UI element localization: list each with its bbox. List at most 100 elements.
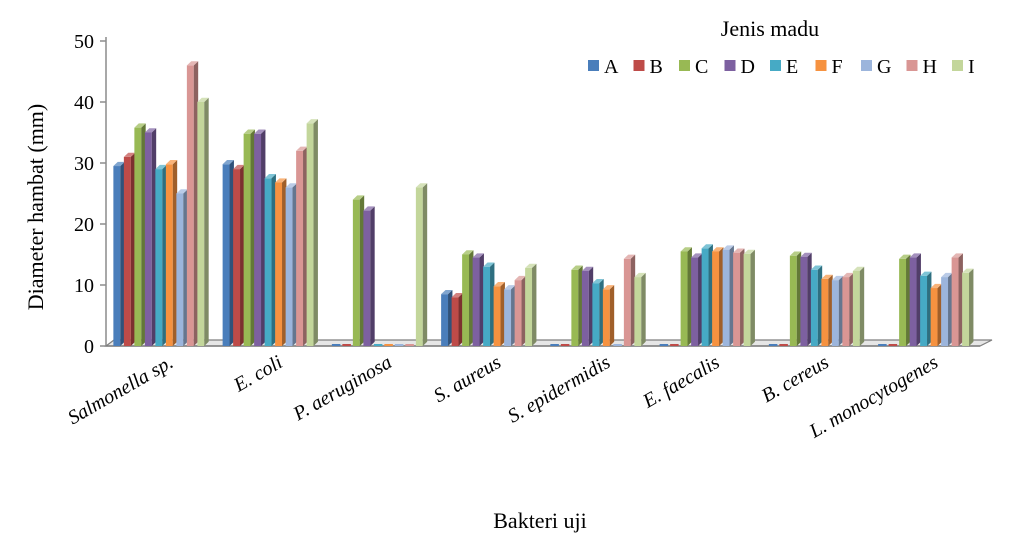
legend-swatch	[952, 60, 963, 71]
legend-label: G	[877, 56, 891, 78]
bar-side	[282, 178, 287, 346]
category-label: Salmonella sp.	[64, 351, 177, 429]
bar-front	[462, 254, 470, 346]
bar-front	[352, 199, 360, 346]
bar-G-6	[722, 245, 734, 346]
bar-A-8	[878, 344, 887, 346]
bar-H-8	[951, 253, 963, 346]
bar-zero	[613, 344, 622, 346]
bar-side	[937, 283, 942, 346]
bar-side	[719, 247, 724, 346]
bar-side	[828, 274, 833, 346]
bar-top	[134, 123, 146, 128]
bar-front	[451, 297, 459, 346]
bar-side	[729, 245, 734, 346]
bar-front	[233, 169, 241, 346]
bar-side	[172, 160, 178, 346]
bar-D-8	[909, 253, 921, 346]
legend-swatch	[724, 60, 736, 71]
bar-front	[852, 270, 860, 346]
bar-top	[800, 252, 812, 257]
legend-item-B: B	[633, 56, 663, 78]
legend-label: A	[604, 56, 619, 78]
bar-top	[155, 164, 167, 170]
bar-F-6	[712, 247, 724, 346]
bar-G-5	[613, 344, 622, 346]
bar-side	[588, 266, 594, 346]
bar-zero	[405, 344, 414, 346]
bar-top	[493, 282, 505, 287]
bar-I-5	[634, 272, 646, 346]
bar-F-2	[275, 178, 287, 346]
legend-label: C	[695, 56, 708, 78]
bar-front	[592, 283, 600, 346]
bar-top	[264, 174, 276, 179]
bar-side	[838, 275, 844, 346]
bar-front	[602, 289, 610, 346]
bar-side	[313, 119, 318, 347]
bar-front	[514, 280, 522, 346]
bar-E-3	[373, 344, 383, 346]
legend-label: B	[650, 56, 663, 78]
bar-front	[930, 288, 938, 346]
bar-H-5	[623, 254, 636, 346]
legend-swatch	[861, 60, 872, 71]
bar-H-7	[842, 272, 854, 346]
bar-side	[303, 146, 308, 346]
bar-top	[441, 289, 453, 295]
bar-C-2	[243, 129, 255, 346]
y-tick-label: 10	[74, 275, 94, 297]
bar-A-4	[441, 289, 453, 346]
bar-top	[113, 161, 125, 167]
bar-B-2	[233, 164, 245, 346]
bar-side	[292, 183, 297, 346]
bar-front	[243, 133, 251, 346]
legend-label: F	[832, 56, 843, 78]
bar-F-5	[602, 285, 615, 346]
bar-top	[810, 265, 823, 270]
bar-top	[634, 272, 646, 278]
bar-zero	[384, 344, 393, 346]
legend-label: E	[786, 56, 798, 78]
bar-side	[521, 275, 526, 346]
bar-side	[490, 262, 495, 346]
bar-F-8	[930, 283, 942, 346]
bar-front	[733, 252, 741, 346]
bar-side	[250, 129, 255, 346]
bar-top	[941, 272, 953, 278]
legend-title: Jenis madu	[721, 16, 819, 41]
bar-top	[296, 146, 308, 151]
y-tick-label: 50	[74, 31, 94, 53]
bar-top	[680, 247, 692, 252]
bar-B-4	[451, 293, 463, 346]
bar-front	[691, 257, 699, 346]
y-axis-title: Diameter hambat (mm)	[23, 104, 48, 310]
bar-front	[634, 277, 642, 346]
bar-front	[623, 258, 631, 346]
bar-top	[899, 254, 911, 259]
bar-side	[948, 272, 953, 346]
bar-zero	[779, 344, 788, 346]
bar-side	[141, 123, 146, 346]
bar-front	[134, 127, 142, 347]
bar-I-6	[743, 249, 755, 346]
y-tick-label: 30	[74, 153, 94, 175]
x-axis-title: Bakteri uji	[493, 508, 586, 533]
bar-D-1	[144, 128, 157, 346]
bar-front	[264, 178, 272, 346]
bar-E-4	[483, 262, 495, 346]
bar-A-7	[768, 344, 778, 346]
bar-E-6	[701, 244, 713, 346]
bar-side	[750, 249, 755, 346]
bar-front	[920, 275, 928, 346]
bar-front	[275, 182, 283, 346]
bar-top	[909, 253, 921, 258]
bar-front	[743, 253, 751, 346]
bar-side	[120, 161, 125, 346]
bar-F-1	[165, 160, 178, 346]
bar-front	[941, 277, 949, 346]
bar-front	[680, 251, 688, 346]
bar-side	[740, 248, 745, 346]
legend-swatch	[633, 60, 645, 71]
